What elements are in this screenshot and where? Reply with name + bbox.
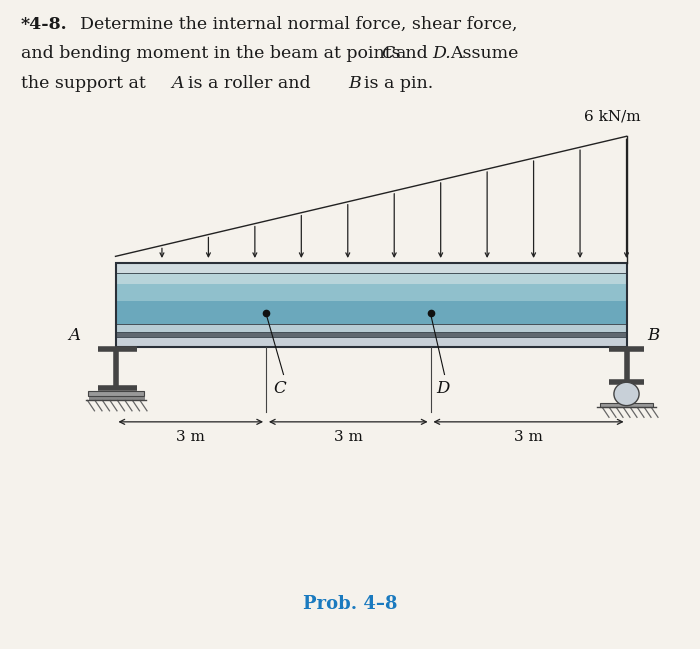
Polygon shape <box>88 391 144 396</box>
Text: 3 m: 3 m <box>334 430 363 445</box>
Text: Prob. 4–8: Prob. 4–8 <box>302 595 398 613</box>
Text: the support at: the support at <box>21 75 146 92</box>
Text: A: A <box>172 75 184 92</box>
Text: 3 m: 3 m <box>176 430 205 445</box>
Polygon shape <box>116 324 626 332</box>
Text: C: C <box>274 380 286 397</box>
Polygon shape <box>116 263 626 273</box>
Polygon shape <box>600 403 653 407</box>
Polygon shape <box>89 397 145 400</box>
Text: B: B <box>648 327 659 344</box>
Polygon shape <box>116 332 626 337</box>
Text: C: C <box>382 45 395 62</box>
Text: *4-8.: *4-8. <box>21 16 68 33</box>
Text: D.: D. <box>432 45 451 62</box>
Text: Assume: Assume <box>450 45 519 62</box>
Polygon shape <box>116 337 626 347</box>
Text: D: D <box>436 380 450 397</box>
Text: and bending moment in the beam at points: and bending moment in the beam at points <box>21 45 400 62</box>
Text: A: A <box>69 327 81 344</box>
Text: is a pin.: is a pin. <box>364 75 433 92</box>
Text: B: B <box>348 75 360 92</box>
Text: Determine the internal normal force, shear force,: Determine the internal normal force, she… <box>80 16 518 33</box>
Text: 6 kN/m: 6 kN/m <box>584 109 640 123</box>
Polygon shape <box>116 284 626 301</box>
Circle shape <box>614 382 639 406</box>
Text: 3 m: 3 m <box>514 430 543 445</box>
Polygon shape <box>116 273 626 284</box>
Polygon shape <box>116 301 626 324</box>
Text: is a roller and: is a roller and <box>188 75 310 92</box>
Text: and: and <box>395 45 428 62</box>
